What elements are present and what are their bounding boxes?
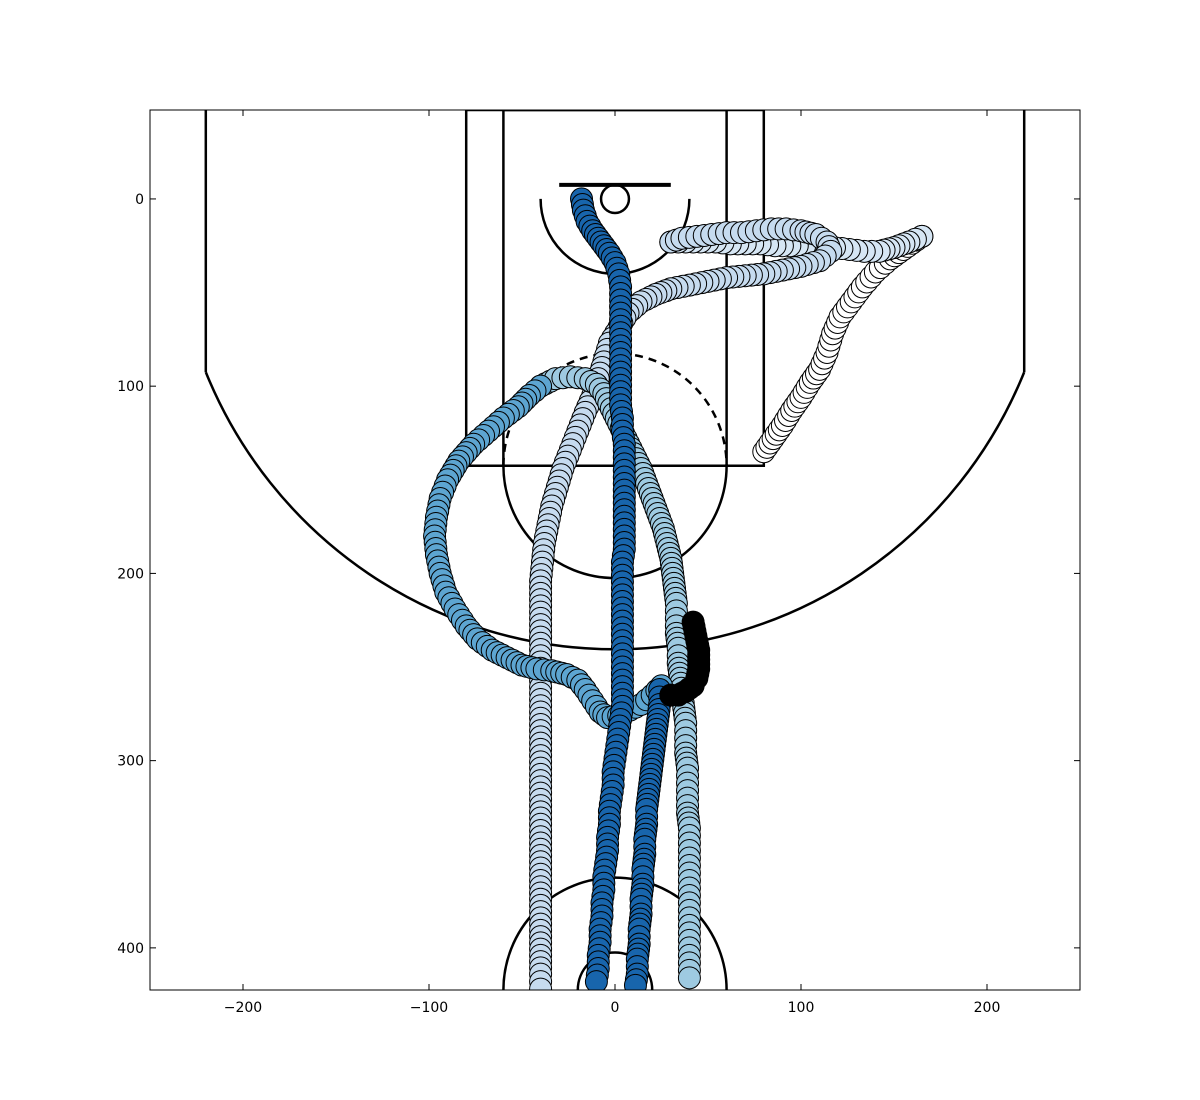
y-axis: 0 100 200 300 400 [117, 192, 1080, 957]
x-axis: −200 −100 0 100 200 [224, 110, 1001, 1016]
trajectory-3-marker [677, 966, 701, 990]
trajectory-6-marker [623, 973, 647, 990]
trajectory-markers [423, 187, 934, 990]
center-circle-inner [576, 951, 654, 990]
trajectory-5-marker [584, 970, 608, 990]
y-tick-label: 100 [117, 379, 144, 395]
hoop [599, 183, 631, 215]
y-tick-label: 400 [117, 941, 144, 957]
x-tick-label: −100 [410, 1000, 448, 1016]
x-tick-label: 100 [788, 1000, 815, 1016]
trajectory-7-marker [659, 683, 683, 707]
x-tick-label: 0 [611, 1000, 620, 1016]
trajectory-2-marker [529, 977, 553, 990]
x-tick-label: −200 [224, 1000, 262, 1016]
x-tick-label: 200 [974, 1000, 1001, 1016]
y-tick-label: 200 [117, 566, 144, 582]
y-tick-label: 0 [135, 192, 144, 208]
y-tick-label: 300 [117, 754, 144, 770]
